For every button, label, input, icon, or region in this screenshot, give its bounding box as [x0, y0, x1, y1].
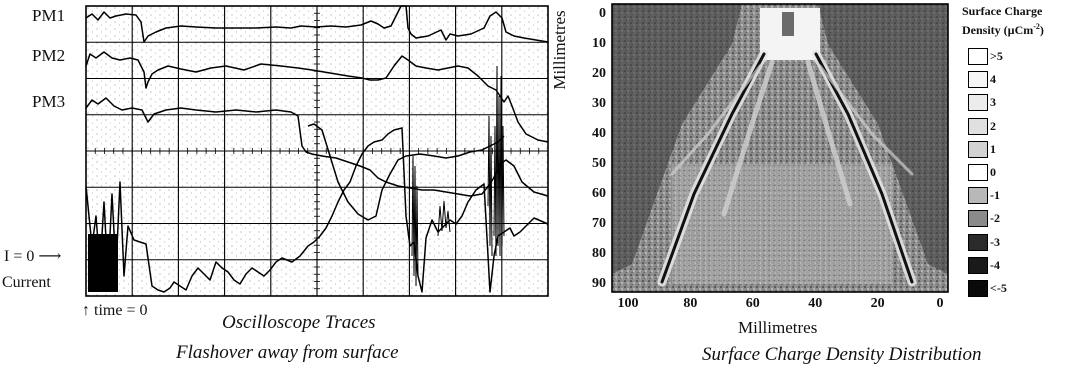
charge-map-y-title: Millimetres — [550, 0, 570, 150]
pm3-trace — [85, 97, 549, 197]
legend-swatch — [968, 233, 988, 251]
zero-arrow-icon: ⟶ — [34, 248, 62, 265]
legend-title-unit: Density (µCm — [962, 23, 1034, 37]
x-tick-label: 60 — [745, 296, 760, 311]
upper-dark-region — [612, 4, 742, 274]
y-tick-label: 80 — [592, 246, 606, 261]
legend-label: -3 — [990, 234, 1000, 249]
oscilloscope-caption-line2: Flashover away from surface — [176, 342, 399, 363]
electrode-core — [782, 12, 794, 36]
legend-swatch — [968, 187, 988, 205]
legend-label: >5 — [990, 49, 1003, 63]
legend-swatch — [968, 164, 988, 181]
y-tick-label: 90 — [592, 276, 606, 291]
legend-label: 2 — [990, 118, 996, 133]
up-arrow-icon: ↑ — [82, 302, 90, 319]
charge-density-map — [611, 3, 949, 293]
legend-label: <-5 — [990, 281, 1007, 295]
legend-label: -4 — [990, 257, 1000, 272]
legend-label: 1 — [990, 141, 996, 156]
x-tick-label: 40 — [808, 296, 823, 311]
trace-label-pm3: PM3 — [32, 92, 66, 111]
legend-swatch — [968, 94, 988, 112]
y-tick-label: 60 — [592, 186, 606, 201]
legend-swatch — [968, 140, 988, 158]
zero-current-label: I = 0 ⟶ — [4, 246, 61, 266]
trace-label-pm2: PM2 — [32, 46, 66, 65]
legend-title: Surface Charge Density (µCm-2) — [962, 4, 1044, 38]
legend-title-close: ) — [1039, 23, 1044, 37]
legend-swatch — [968, 71, 988, 89]
legend-label: -1 — [990, 188, 1000, 203]
current-burst — [88, 234, 118, 292]
time-zero-text: time = 0 — [94, 302, 148, 319]
legend-label: 3 — [990, 95, 996, 110]
y-tick-label: 70 — [592, 216, 606, 231]
y-tick-label: 20 — [592, 66, 606, 81]
legend-swatch — [968, 210, 988, 228]
y-tick-label: 10 — [592, 36, 606, 51]
discharge-branches — [657, 49, 917, 287]
y-tick-label: 40 — [592, 126, 606, 141]
oscilloscope-caption-line1: Oscilloscope Traces — [222, 312, 376, 333]
legend-title-line1: Surface Charge — [962, 4, 1043, 18]
scope-extra-trace — [307, 123, 505, 221]
legend-swatch — [968, 280, 988, 297]
noise-bursts — [411, 65, 505, 287]
legend-swatch — [968, 256, 988, 274]
current-label: Current — [2, 274, 51, 291]
current-trace — [85, 127, 549, 293]
x-tick-label: 80 — [683, 296, 698, 311]
legend-title-exponent: -2 — [1033, 22, 1040, 31]
legend-swatch — [968, 48, 988, 65]
oscilloscope-screen — [85, 5, 549, 297]
legend-label: 4 — [990, 72, 996, 87]
charge-map-caption: Surface Charge Density Distribution — [702, 344, 982, 365]
legend-title-line2: Density (µCm-2) — [962, 19, 1044, 38]
legend-label: -2 — [990, 211, 1000, 226]
y-tick-label: 0 — [599, 6, 606, 21]
trace-label-pm1: PM1 — [32, 6, 66, 25]
x-tick-label: 20 — [870, 296, 885, 311]
x-tick-label: 0 — [936, 296, 944, 311]
map-lower-region — [672, 164, 892, 284]
zero-current-text: I = 0 — [4, 248, 35, 265]
legend-label: 0 — [990, 165, 996, 179]
x-tick-label: 100 — [617, 296, 639, 311]
y-tick-label: 50 — [592, 156, 606, 171]
pm1-trace — [85, 5, 549, 43]
pm2-trace — [85, 51, 549, 143]
time-zero-marker: ↑ time = 0 — [82, 302, 147, 320]
legend-swatch — [968, 117, 988, 135]
y-axis-title-text: Millimetres — [550, 10, 569, 90]
upper-dark-region-right — [818, 4, 948, 274]
charge-map-x-title: Millimetres — [738, 318, 818, 337]
y-tick-label: 30 — [592, 96, 606, 111]
